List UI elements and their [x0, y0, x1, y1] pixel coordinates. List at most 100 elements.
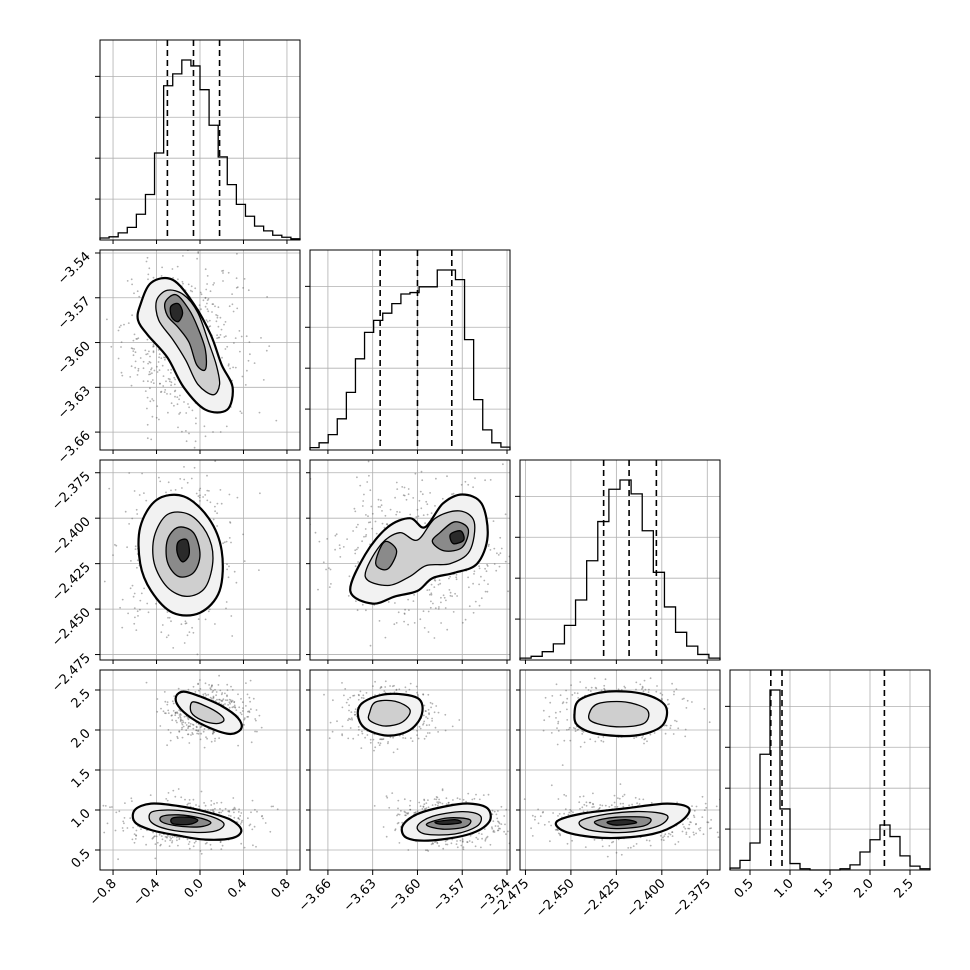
sample-point — [167, 377, 170, 380]
sample-point — [478, 565, 480, 568]
sample-point — [628, 804, 630, 807]
sample-point — [207, 809, 209, 811]
sample-point — [158, 353, 161, 355]
sample-point — [614, 806, 616, 808]
sample-point — [152, 345, 155, 348]
sample-point — [151, 372, 153, 375]
sample-point — [228, 698, 231, 701]
sample-point — [220, 699, 223, 702]
sample-point — [164, 840, 167, 842]
sample-point — [260, 815, 263, 818]
sample-point — [120, 324, 122, 327]
sample-point — [253, 825, 256, 828]
sample-point — [173, 695, 176, 697]
sample-point — [214, 740, 216, 742]
sample-point — [669, 833, 672, 836]
sample-point — [386, 523, 389, 526]
sample-point — [218, 701, 221, 704]
sample-point — [171, 700, 174, 703]
sample-point — [210, 740, 213, 743]
sample-point — [163, 356, 165, 359]
sample-point — [585, 804, 588, 807]
sample-point — [255, 845, 257, 848]
sample-point — [252, 697, 255, 700]
sample-point — [186, 803, 189, 806]
sample-point — [363, 535, 365, 538]
sample-point — [301, 526, 303, 528]
sample-point — [403, 798, 406, 801]
sample-point — [576, 729, 579, 731]
sample-point — [270, 805, 273, 808]
sample-point — [403, 612, 406, 615]
sample-point — [365, 514, 367, 516]
sample-point — [500, 547, 503, 550]
sample-point — [148, 371, 151, 373]
sample-point — [207, 310, 210, 313]
sample-point — [226, 568, 229, 571]
sample-point — [440, 601, 442, 604]
sample-point — [493, 810, 496, 813]
sample-point — [407, 849, 410, 851]
sample-point — [435, 664, 437, 666]
sample-point — [438, 801, 440, 803]
sample-point — [504, 560, 507, 563]
sample-point — [178, 836, 181, 839]
sample-point — [156, 710, 159, 713]
sample-point — [171, 841, 173, 844]
sample-point — [489, 479, 492, 481]
sample-point — [184, 620, 187, 623]
sample-point — [159, 382, 161, 385]
contour-line — [155, 289, 221, 396]
sample-point — [402, 737, 404, 739]
sample-point — [158, 833, 161, 836]
sample-point — [109, 806, 111, 809]
sample-point — [181, 280, 184, 283]
sample-point — [129, 376, 132, 378]
sample-point — [648, 839, 651, 842]
sample-point — [387, 601, 390, 603]
sample-point — [181, 430, 183, 433]
sample-point — [389, 736, 392, 739]
sample-point — [406, 812, 408, 815]
sample-point — [178, 398, 181, 401]
sample-point — [323, 693, 325, 696]
sample-point — [398, 511, 401, 513]
sample-point — [117, 357, 120, 360]
contour-line — [400, 802, 492, 842]
sample-point — [138, 295, 141, 298]
sample-point — [166, 701, 169, 703]
sample-point — [542, 729, 545, 732]
sample-point — [594, 740, 597, 743]
sample-point — [189, 289, 192, 292]
sample-point — [467, 483, 470, 486]
sample-point — [160, 835, 163, 837]
sample-point — [415, 516, 418, 518]
sample-point — [612, 840, 615, 843]
sample-point — [354, 552, 357, 555]
sample-point — [701, 816, 704, 818]
sample-point — [303, 549, 305, 551]
sample-point — [256, 730, 258, 733]
sample-point — [459, 839, 462, 842]
sample-point — [167, 411, 169, 414]
sample-point — [137, 615, 139, 617]
sample-point — [145, 260, 148, 263]
sample-point — [460, 844, 463, 847]
sample-point — [348, 575, 351, 578]
sample-point — [204, 692, 207, 695]
sample-point — [183, 466, 185, 468]
sample-point — [684, 728, 687, 731]
sample-point — [130, 384, 133, 387]
sample-point — [543, 719, 546, 722]
sample-point — [441, 497, 444, 500]
sample-point — [409, 808, 412, 811]
sample-point — [441, 788, 444, 790]
sample-point — [471, 841, 474, 844]
sample-point — [473, 570, 476, 573]
sample-point — [688, 823, 691, 826]
sample-point — [253, 362, 256, 364]
sample-point — [212, 696, 215, 699]
sample-point — [233, 701, 236, 704]
histogram-3 — [519, 479, 721, 660]
sample-point — [669, 724, 672, 727]
